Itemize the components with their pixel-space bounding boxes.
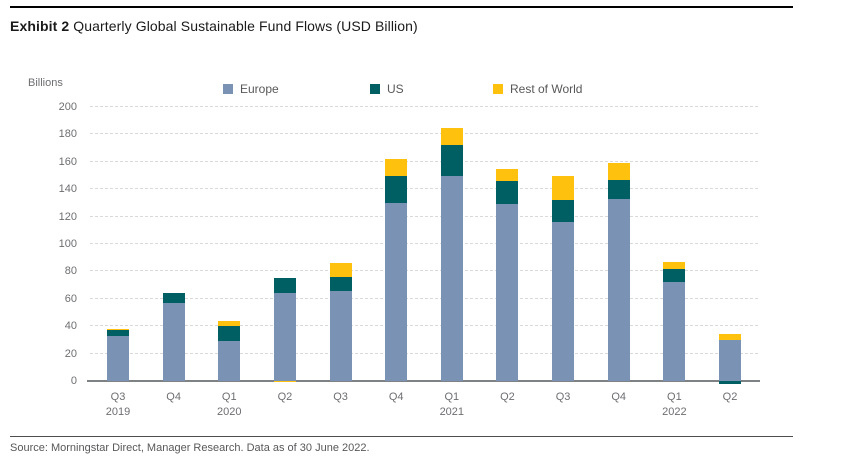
bar-segment-us-q1 [440, 145, 463, 176]
bar-segment-rest-of-world-q1 [663, 261, 686, 269]
bar-segment-europe-q3 [329, 290, 352, 381]
bar-segment-rest-of-world-q2 [273, 381, 296, 383]
legend-label: US [387, 82, 404, 96]
bar-segment-us-q2 [718, 381, 741, 384]
x-tick-label-q3-8: Q3 [555, 391, 571, 403]
y-tick-label-180: 180 [58, 128, 77, 141]
x-tick-label-q1-10: Q1 [667, 391, 682, 403]
gridline-120 [90, 215, 758, 217]
bar-segment-rest-of-world-q2 [496, 168, 519, 181]
bar-segment-europe-q1 [218, 341, 241, 381]
bar-segment-rest-of-world-q3 [107, 328, 129, 331]
bar-segment-us-q4 [162, 293, 185, 303]
chart-legend: Europe US Rest of World [0, 82, 841, 96]
x-tick-label-q4-9: Q4 [611, 391, 627, 403]
y-tick-label-200: 200 [58, 101, 77, 113]
gridline-180 [90, 133, 758, 135]
bottom-divider-rule [10, 436, 793, 437]
x-tick-label-q1-6: Q1 [444, 391, 460, 403]
bar-segment-europe-q3 [552, 222, 575, 381]
x-tick-label-q4-5: Q4 [388, 391, 404, 403]
x-axis-line [87, 380, 760, 382]
bar-segment-us-q3 [329, 276, 352, 291]
legend-label: Rest of World [510, 82, 583, 96]
x-year-label-2019: 2019 [105, 406, 131, 418]
bar-segment-europe-q2 [273, 293, 296, 381]
top-divider-rule [10, 6, 793, 8]
bar-segment-us-q1 [218, 326, 241, 342]
bar-segment-europe-q2 [496, 204, 519, 381]
y-tick-label-100: 100 [58, 238, 77, 250]
gridline-40 [90, 325, 758, 327]
gridline-140 [90, 188, 758, 190]
bar-segment-us-q2 [273, 278, 296, 294]
bar-segment-europe-q4 [607, 198, 630, 381]
plot-area [87, 106, 760, 384]
bar-segment-europe-q1 [440, 175, 463, 381]
bar-segment-europe-q4 [162, 302, 185, 381]
legend-item-us: US [370, 82, 404, 96]
y-tick-label-140: 140 [58, 183, 77, 196]
x-tick-label-q2-3: Q2 [277, 391, 293, 403]
bar-segment-europe-q2 [718, 339, 741, 381]
bar-segment-rest-of-world-q3 [329, 263, 352, 277]
bar-segment-us-q4 [385, 175, 408, 203]
x-year-label-2022: 2022 [662, 406, 687, 418]
y-tick-label-120: 120 [58, 210, 77, 223]
bar-segment-europe-q1 [663, 282, 686, 381]
y-tick-label-60: 60 [64, 292, 77, 305]
x-tick-label-q3-0: Q3 [110, 391, 126, 403]
bar-segment-us-q3 [107, 330, 129, 336]
y-tick-label-20: 20 [64, 347, 77, 360]
y-tick-label-40: 40 [64, 320, 77, 333]
chart-title-text: Quarterly Global Sustainable Fund Flows … [69, 18, 418, 34]
gridline-160 [90, 160, 758, 162]
source-note: Source: Morningstar Direct, Manager Rese… [10, 442, 370, 454]
page-title: Exhibit 2 Quarterly Global Sustainable F… [10, 18, 418, 34]
y-tick-label-160: 160 [58, 155, 77, 168]
bar-segment-us-q2 [496, 181, 519, 205]
x-year-label-2020: 2020 [217, 406, 242, 418]
x-tick-label-q2-7: Q2 [500, 391, 515, 403]
legend-swatch-us [370, 84, 380, 94]
y-tick-label-80: 80 [64, 265, 77, 278]
legend-item-rest-of-world: Rest of World [493, 82, 582, 96]
x-tick-label-q1-2: Q1 [221, 391, 237, 403]
exhibit-number-label: Exhibit 2 [10, 18, 70, 34]
gridline-20 [90, 352, 758, 354]
x-year-label-2021: 2021 [439, 406, 465, 418]
x-tick-label-q4-1: Q4 [166, 391, 181, 403]
y-tick-label-0: 0 [70, 375, 77, 387]
legend-label: Europe [240, 82, 279, 96]
bar-segment-rest-of-world-q1 [440, 127, 463, 146]
bar-segment-europe-q3 [107, 335, 129, 381]
bar-segment-rest-of-world-q4 [607, 163, 630, 180]
legend-swatch-rest-of-world [493, 84, 503, 94]
bar-segment-rest-of-world-q2 [718, 334, 741, 340]
gridline-80 [90, 270, 758, 272]
legend-swatch-europe [223, 84, 233, 94]
bar-segment-us-q1 [663, 268, 686, 283]
gridline-200 [90, 106, 758, 107]
gridline-60 [90, 297, 758, 299]
bar-segment-rest-of-world-q3 [552, 175, 575, 201]
legend-item-europe: Europe [223, 82, 279, 96]
bar-segment-rest-of-world-q4 [385, 159, 408, 176]
bar-segment-rest-of-world-q1 [218, 320, 241, 327]
y-axis-unit-label: Billions [28, 77, 63, 89]
bar-segment-us-q4 [607, 179, 630, 199]
bar-segment-us-q3 [552, 200, 575, 223]
gridline-100 [90, 243, 758, 244]
x-tick-label-q3-4: Q3 [333, 391, 348, 403]
x-tick-label-q2-11: Q2 [722, 391, 738, 403]
bar-segment-europe-q4 [385, 202, 408, 381]
